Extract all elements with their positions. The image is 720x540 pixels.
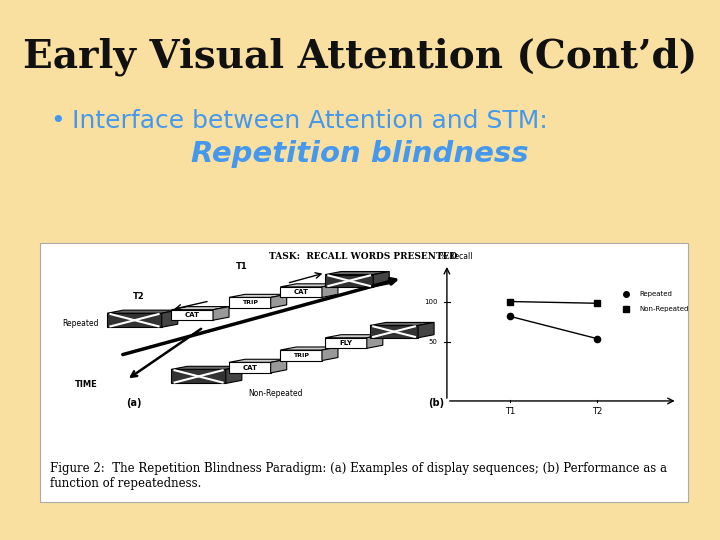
Text: CAT: CAT [185,312,199,318]
Text: TIME: TIME [75,380,98,389]
Text: Non-Repeated: Non-Repeated [248,389,302,399]
Polygon shape [271,359,287,373]
Polygon shape [280,287,322,298]
Polygon shape [226,366,242,383]
Text: TRIP: TRIP [242,300,258,305]
FancyBboxPatch shape [40,243,688,502]
Text: TRIP: TRIP [293,353,309,358]
Polygon shape [171,310,213,320]
Text: •: • [50,110,65,133]
Text: T1: T1 [505,407,516,416]
Polygon shape [280,347,338,350]
Polygon shape [370,326,418,338]
Text: (a): (a) [127,398,142,408]
Text: Repeated: Repeated [63,319,99,328]
Text: CAT: CAT [294,289,309,295]
Polygon shape [229,362,271,373]
Polygon shape [325,335,383,338]
Polygon shape [280,284,338,287]
Text: CAT: CAT [243,364,257,370]
Text: Interface between Attention and STM:: Interface between Attention and STM: [72,110,548,133]
Text: Early Visual Attention (Cont’d): Early Visual Attention (Cont’d) [23,37,697,76]
Text: (b): (b) [428,398,444,408]
Polygon shape [271,294,287,308]
Polygon shape [229,294,287,298]
Text: % Recall: % Recall [441,252,473,261]
Polygon shape [325,338,366,348]
Polygon shape [325,275,373,287]
Text: FLY: FLY [339,340,353,346]
Text: T2: T2 [133,292,145,301]
Polygon shape [171,307,229,310]
Polygon shape [213,307,229,320]
Polygon shape [370,322,434,326]
Text: 100: 100 [424,299,437,306]
Text: Repeated: Repeated [639,291,672,296]
Polygon shape [322,284,338,298]
Polygon shape [107,313,162,327]
Polygon shape [418,322,434,338]
Polygon shape [107,310,178,313]
Polygon shape [229,359,287,362]
Text: 50: 50 [428,339,437,345]
Polygon shape [366,335,383,348]
Text: T2: T2 [592,407,602,416]
Polygon shape [280,350,322,361]
Text: Repetition blindness: Repetition blindness [192,140,528,168]
Text: Non-Repeated: Non-Repeated [639,306,688,313]
Text: T1: T1 [235,262,247,271]
Polygon shape [171,369,226,383]
Polygon shape [373,272,390,287]
Polygon shape [322,347,338,361]
Text: Figure 2:  The Repetition Blindness Paradigm: (a) Examples of display sequences;: Figure 2: The Repetition Blindness Parad… [50,462,667,490]
Polygon shape [162,310,178,327]
Polygon shape [229,298,271,308]
Polygon shape [325,272,390,275]
Polygon shape [171,366,242,369]
Text: TASK:  RECALL WORDS PRESENTED: TASK: RECALL WORDS PRESENTED [269,252,458,261]
